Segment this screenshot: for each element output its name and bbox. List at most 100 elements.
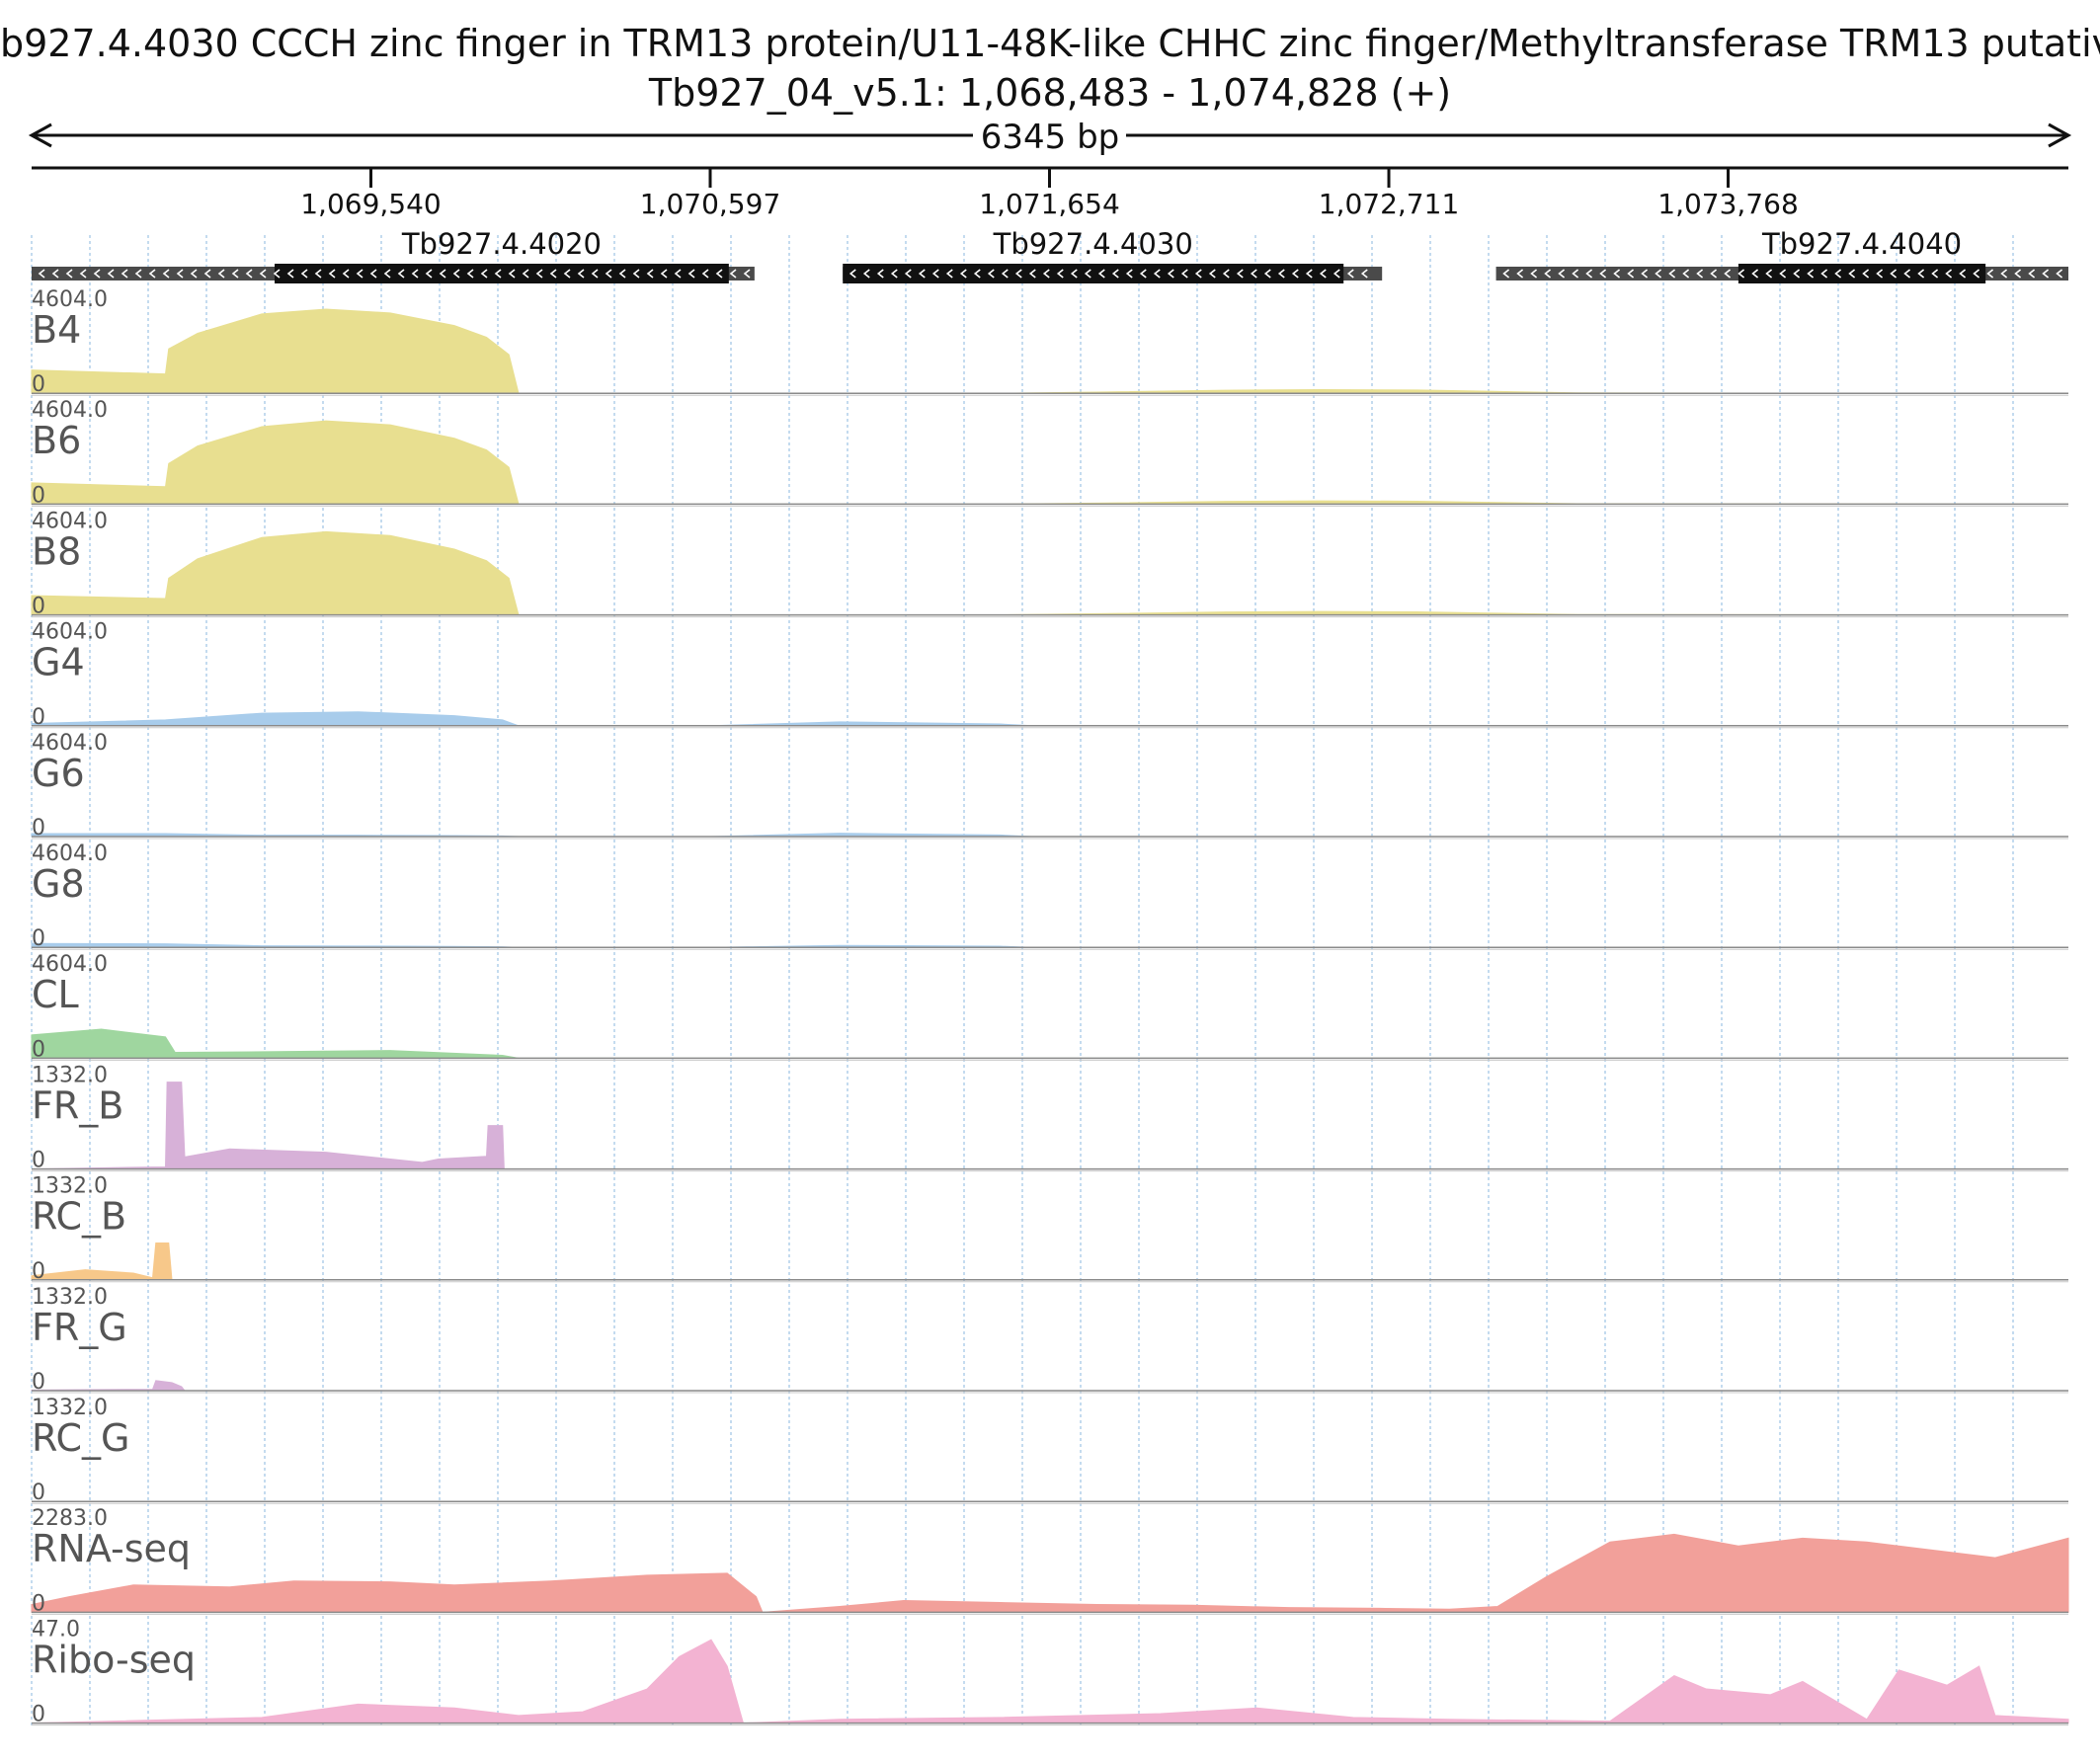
track-name: FR_G xyxy=(32,1306,127,1349)
chevron-left-icon xyxy=(1346,269,1354,279)
chevron-left-icon xyxy=(494,269,502,279)
strand-chevrons xyxy=(848,269,1368,279)
chevron-left-icon xyxy=(1903,269,1911,279)
chevron-left-icon xyxy=(203,269,211,279)
chevron-left-icon xyxy=(1028,269,1036,279)
track-name: G4 xyxy=(32,641,85,684)
track-g6: 4604.0G6 0 xyxy=(31,731,2068,841)
track-min-label: 0 xyxy=(32,1149,45,1173)
chevron-left-icon xyxy=(1820,269,1828,279)
track-name: G8 xyxy=(32,862,85,906)
chevron-left-icon xyxy=(1641,269,1649,279)
chevron-left-icon xyxy=(729,269,737,279)
chevron-left-icon xyxy=(134,269,142,279)
track-min-label: 0 xyxy=(32,1703,45,1727)
coverage-area xyxy=(31,711,2068,727)
chevron-left-icon xyxy=(425,269,433,279)
gene-cds-bar xyxy=(275,264,729,283)
chevron-left-icon xyxy=(217,269,225,279)
chevron-left-icon xyxy=(1807,269,1815,279)
track-min-label: 0 xyxy=(32,1591,45,1616)
chevron-left-icon xyxy=(618,269,626,279)
coverage-area xyxy=(31,1082,2068,1170)
chevron-left-icon xyxy=(959,269,967,279)
chevron-left-icon xyxy=(945,269,953,279)
chevron-left-icon xyxy=(397,269,405,279)
chevron-left-icon xyxy=(1973,269,1980,279)
chevron-left-icon xyxy=(522,269,529,279)
locus-label: Tb927_04_v5.1: 1,068,483 - 1,074,828 (+) xyxy=(648,71,1452,115)
chevron-left-icon xyxy=(1917,269,1925,279)
arrow-left-icon xyxy=(28,122,52,148)
coverage-area xyxy=(31,420,2069,505)
chevron-left-icon xyxy=(1986,269,1994,279)
track-min-label: 0 xyxy=(32,483,45,508)
chevron-left-icon xyxy=(1931,269,1939,279)
track-fr-b: 1332.0FR_B 0 xyxy=(31,1063,2068,1173)
chevron-left-icon xyxy=(577,269,585,279)
chevron-left-icon xyxy=(632,269,640,279)
chevron-left-icon xyxy=(356,269,363,279)
ruler-tick-label: 1,073,768 xyxy=(1657,188,1799,220)
chevron-left-icon xyxy=(439,269,446,279)
track-max-label: 1332.0 xyxy=(32,1174,108,1199)
chevron-left-icon xyxy=(1834,269,1842,279)
ruler-tick-label: 1,069,540 xyxy=(300,188,442,220)
chevron-left-icon xyxy=(1599,269,1607,279)
span-label: 6345 bp xyxy=(981,118,1120,157)
chevron-left-icon xyxy=(1737,269,1745,279)
chevron-left-icon xyxy=(2014,269,2022,279)
ruler-ticks: 1,069,540 1,070,597 1,071,654 1,072,711 1,07… xyxy=(300,168,1799,220)
chevron-left-icon xyxy=(1751,269,1759,279)
ruler: 6345 bp xyxy=(28,118,2072,170)
strand-chevrons xyxy=(38,269,751,279)
chevron-left-icon xyxy=(1084,269,1091,279)
track-max-label: 1332.0 xyxy=(32,1285,108,1310)
chevron-left-icon xyxy=(1125,269,1133,279)
track-rc-g: 1332.0RC_G 0 xyxy=(32,1396,2068,1505)
coverage-area xyxy=(31,1242,2068,1281)
track-max-label: 4604.0 xyxy=(32,287,108,312)
chevron-left-icon xyxy=(1585,269,1593,279)
chevron-left-icon xyxy=(38,269,45,279)
chevron-left-icon xyxy=(2042,269,2050,279)
chevron-left-icon xyxy=(1042,269,1050,279)
track-fr-g: 1332.0FR_G 0 xyxy=(31,1285,2068,1395)
chevron-left-icon xyxy=(1360,269,1368,279)
track-min-label: 0 xyxy=(32,595,45,619)
track-max-label: 2283.0 xyxy=(32,1506,108,1531)
chevron-left-icon xyxy=(1001,269,1009,279)
gene-label: Tb927.4.4030 xyxy=(993,227,1193,261)
ruler-tick-label: 1,070,597 xyxy=(640,188,781,220)
chevron-left-icon xyxy=(1056,269,1064,279)
chevron-left-icon xyxy=(876,269,884,279)
chevron-left-icon xyxy=(1236,269,1244,279)
track-max-label: 1332.0 xyxy=(32,1063,108,1087)
track-name: FR_B xyxy=(32,1083,123,1127)
track-b8: 4604.0B8 0 xyxy=(31,509,2069,619)
chevron-left-icon xyxy=(1627,269,1635,279)
chevron-left-icon xyxy=(314,269,322,279)
chevron-left-icon xyxy=(674,269,682,279)
chevron-left-icon xyxy=(176,269,184,279)
chevron-left-icon xyxy=(1696,269,1704,279)
chevron-left-icon xyxy=(535,269,543,279)
chevron-left-icon xyxy=(466,269,474,279)
chevron-left-icon xyxy=(1167,269,1174,279)
track-rc-b: 1332.0RC_B 0 xyxy=(31,1174,2068,1284)
track-g8: 4604.0G8 0 xyxy=(31,841,2068,951)
track-max-label: 1332.0 xyxy=(32,1396,108,1420)
chevron-left-icon xyxy=(1655,269,1662,279)
chevron-left-icon xyxy=(286,269,294,279)
chevron-left-icon xyxy=(1558,269,1566,279)
chevron-left-icon xyxy=(848,269,856,279)
chevron-left-icon xyxy=(65,269,73,279)
chevron-left-icon xyxy=(1779,269,1787,279)
track-name: B4 xyxy=(32,308,81,352)
ruler-tick-label: 1,071,654 xyxy=(979,188,1120,220)
track-max-label: 4604.0 xyxy=(32,731,108,756)
track-max-label: 4604.0 xyxy=(32,841,108,866)
